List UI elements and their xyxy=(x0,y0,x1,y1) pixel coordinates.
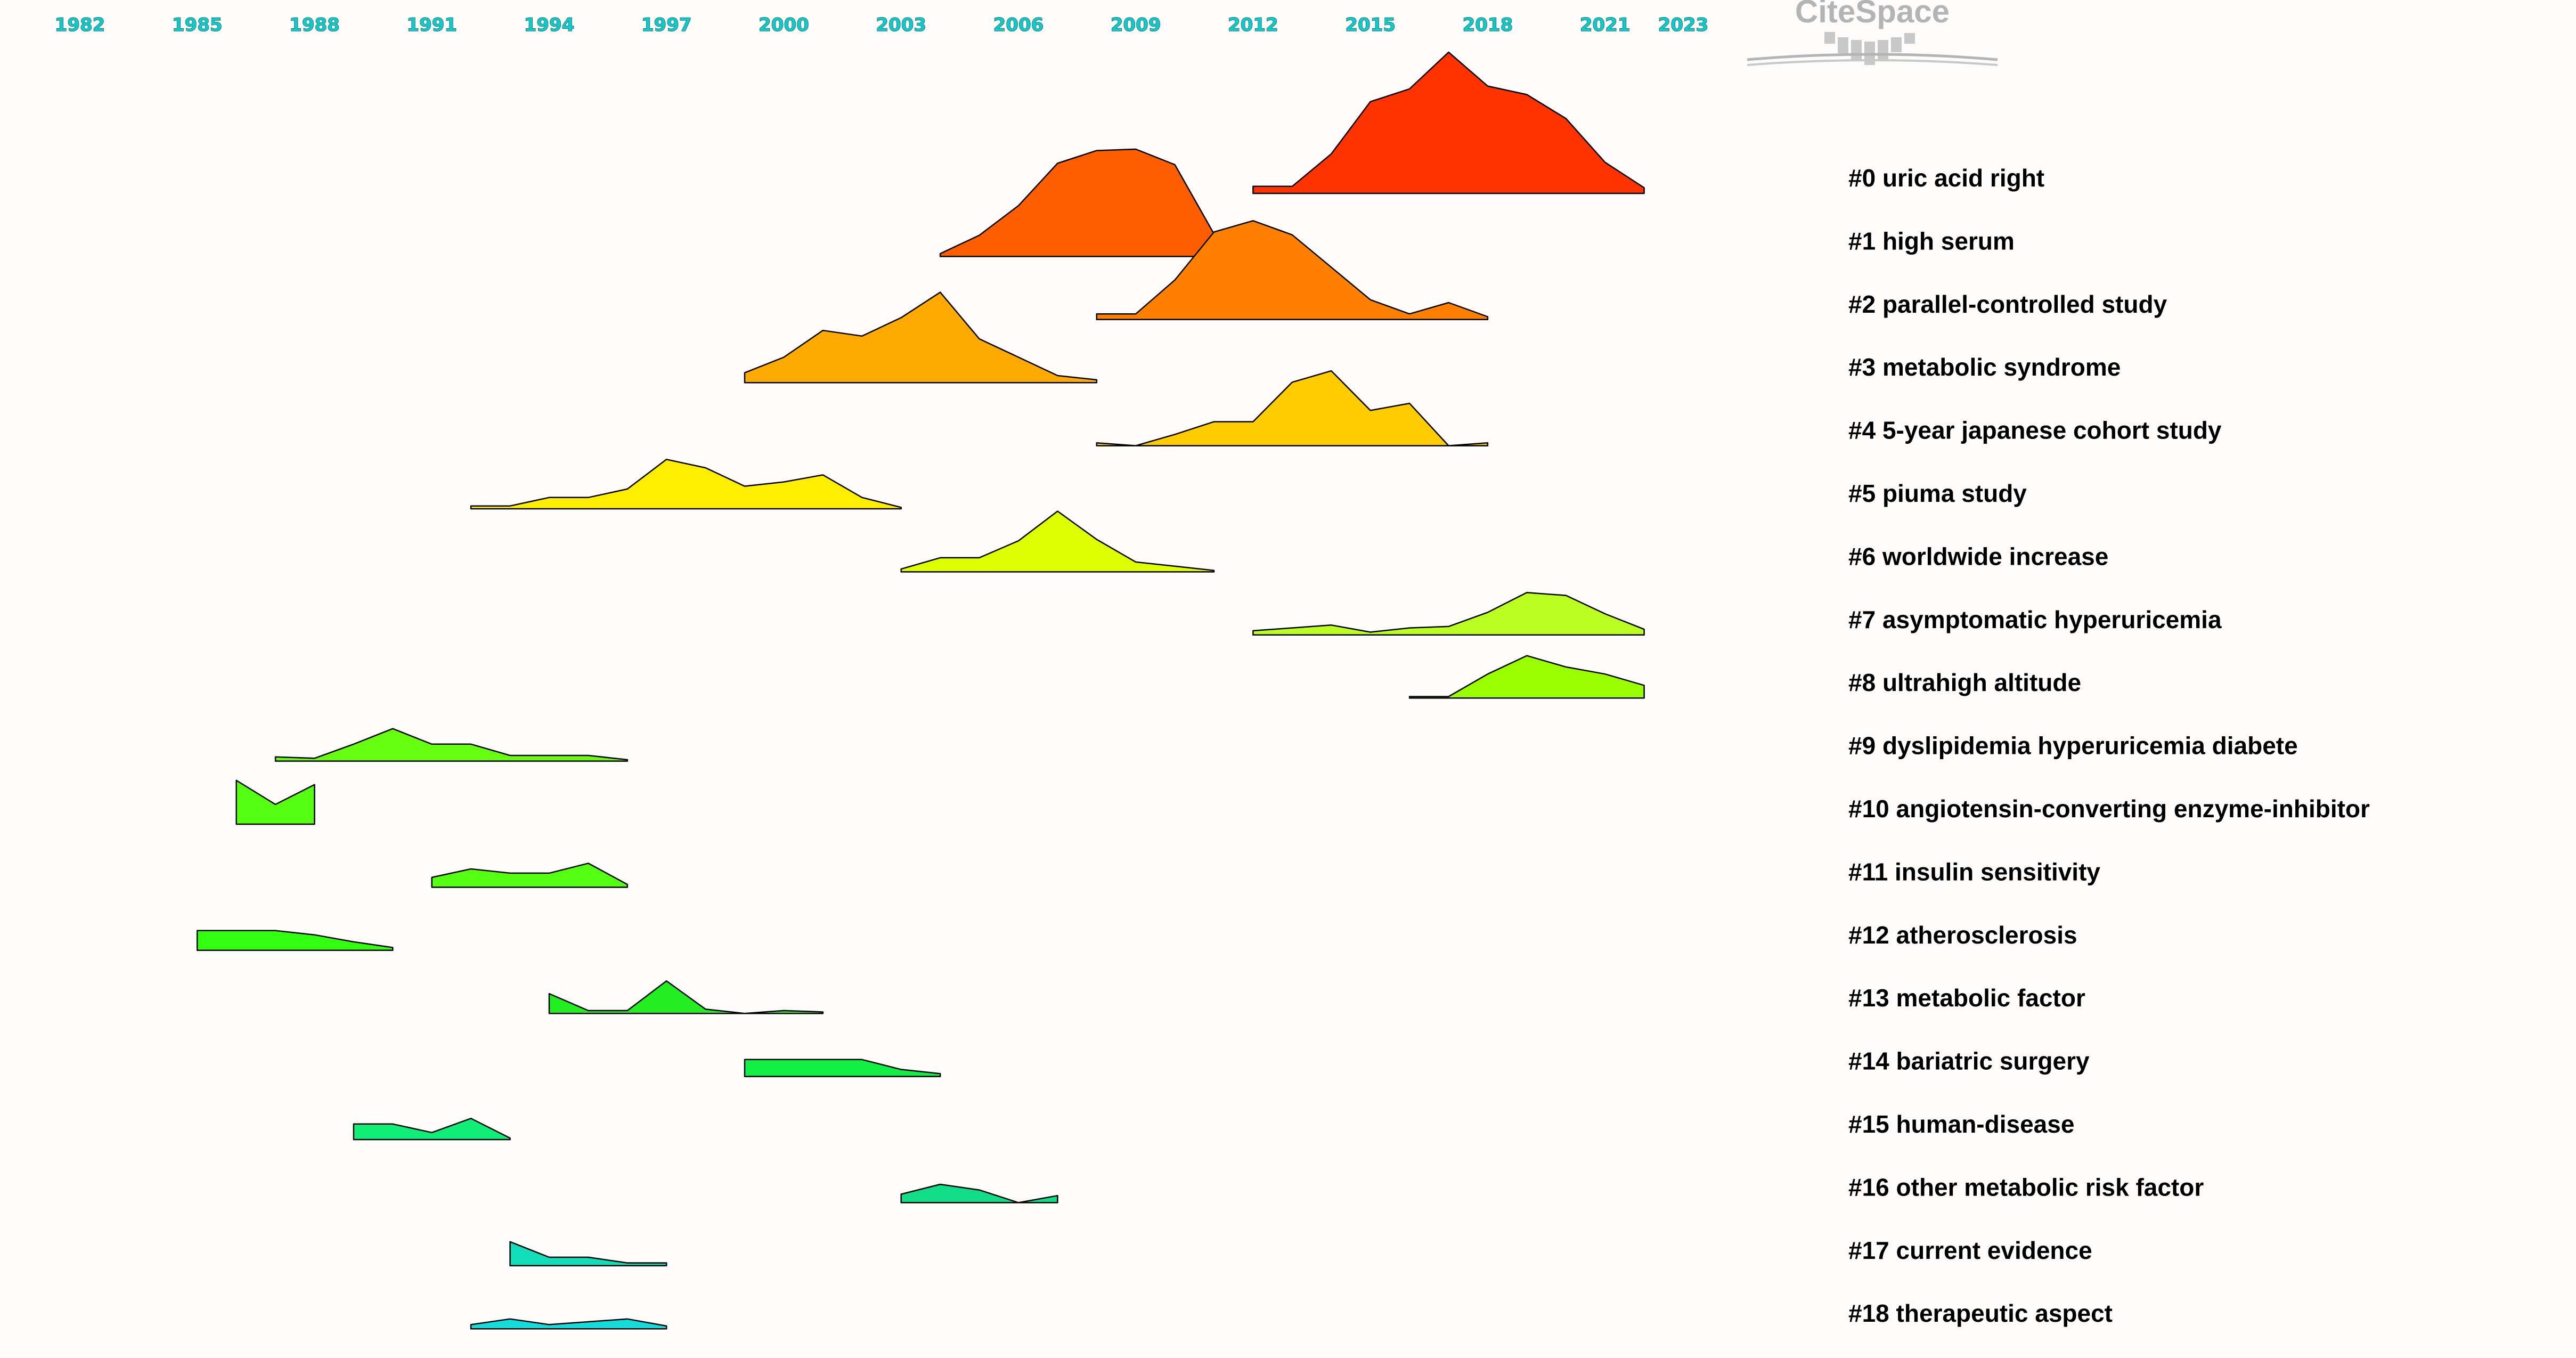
cluster-area xyxy=(1252,592,1645,636)
year-tick-label: 2023 xyxy=(1658,14,1709,36)
cluster-area xyxy=(548,980,824,1014)
logo-bar-icon xyxy=(1824,32,1835,44)
year-tick-label: 2021 xyxy=(1580,14,1631,36)
logo-bar-icon xyxy=(1851,40,1862,60)
cluster-label: #4 5-year japanese cohort study xyxy=(1848,417,2222,444)
cluster-area xyxy=(744,291,1098,384)
year-tick-label: 1988 xyxy=(289,14,340,36)
cluster-label: #16 other metabolic risk factor xyxy=(1848,1173,2204,1201)
logo-bar-icon xyxy=(1878,40,1888,59)
cluster-label: #5 piuma study xyxy=(1848,479,2027,507)
cluster-label: #15 human-disease xyxy=(1848,1110,2074,1138)
logo-skyline-icon xyxy=(1747,32,1998,66)
cluster-area xyxy=(470,1318,667,1330)
year-tick-label: 2012 xyxy=(1228,14,1278,36)
cluster-area xyxy=(1096,370,1489,446)
cluster-area xyxy=(939,148,1215,257)
cluster-label: #3 metabolic syndrome xyxy=(1848,353,2121,381)
cluster-area xyxy=(1252,51,1645,194)
cluster-label: #11 insulin sensitivity xyxy=(1848,858,2100,885)
cluster-area xyxy=(900,510,1215,573)
year-tick-label: 2006 xyxy=(993,14,1044,36)
citespace-logo: CiteSpace xyxy=(1747,0,1998,66)
cluster-label: #0 uric acid right xyxy=(1848,164,2044,192)
cluster-labels: #0 uric acid right #1 high serum #2 parall… xyxy=(1848,164,2370,1327)
cluster-area xyxy=(1408,655,1645,699)
cluster-label: #12 atherosclerosis xyxy=(1848,921,2077,949)
year-tick-label: 2018 xyxy=(1463,14,1513,36)
year-tick-label: 1997 xyxy=(641,14,692,36)
year-tick-label: 1985 xyxy=(172,14,223,36)
cluster-label: #8 ultrahigh altitude xyxy=(1848,669,2081,696)
cluster-label: #1 high serum xyxy=(1848,227,2015,255)
cluster-area xyxy=(431,863,629,888)
year-tick-label: 2003 xyxy=(876,14,926,36)
year-tick-label: 2000 xyxy=(759,14,809,36)
logo-bar-icon xyxy=(1904,33,1915,44)
cluster-label: #2 parallel-controlled study xyxy=(1848,290,2167,318)
cluster-area xyxy=(235,779,315,825)
cluster-area xyxy=(274,728,629,762)
cluster-label: #18 therapeutic aspect xyxy=(1848,1299,2113,1327)
year-tick-label: 2015 xyxy=(1345,14,1396,36)
cluster-label: #6 worldwide increase xyxy=(1848,542,2108,570)
logo-bar-icon xyxy=(1838,37,1848,53)
cluster-area xyxy=(196,930,394,952)
cluster-area xyxy=(353,1118,511,1141)
cluster-area xyxy=(900,1183,1058,1204)
cluster-area xyxy=(744,1059,941,1077)
logo-book-line-icon xyxy=(1747,59,1998,66)
cluster-area xyxy=(470,459,902,510)
cluster-areas xyxy=(196,51,1645,1330)
cluster-label: #17 current evidence xyxy=(1848,1237,2092,1264)
year-axis: 1982 1985 1988 1991 1994 1997 2000 2003 2006 2009… xyxy=(54,14,1709,36)
year-tick-label: 1994 xyxy=(524,14,575,36)
year-tick-label: 1982 xyxy=(55,14,105,36)
cluster-label: #13 metabolic factor xyxy=(1848,984,2085,1012)
cluster-label: #14 bariatric surgery xyxy=(1848,1047,2090,1075)
cluster-label: #7 asymptomatic hyperuricemia xyxy=(1848,606,2222,633)
year-tick-label: 1991 xyxy=(406,14,457,36)
logo-bar-icon xyxy=(1891,37,1902,52)
cluster-area xyxy=(509,1241,667,1267)
logo-book-line-icon xyxy=(1747,53,1998,61)
year-tick-label: 2009 xyxy=(1111,14,1161,36)
cluster-area xyxy=(1096,220,1489,321)
cluster-label: #10 angiotensin-converting enzyme-inhibi… xyxy=(1848,795,2370,823)
logo-text: CiteSpace xyxy=(1795,0,1950,29)
cluster-label: #9 dyslipidemia hyperuricemia diabete xyxy=(1848,732,2298,760)
